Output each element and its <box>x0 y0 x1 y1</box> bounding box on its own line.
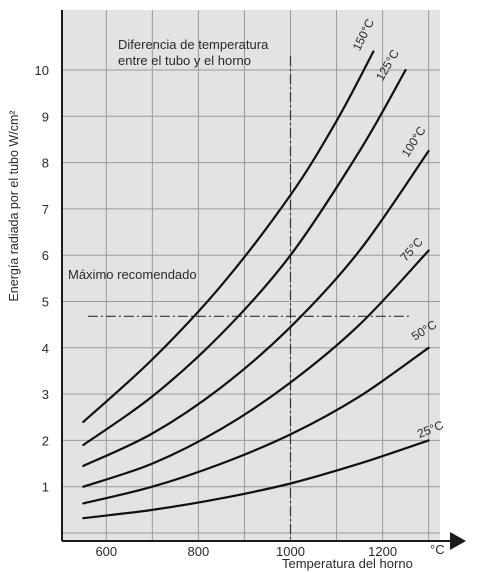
x-tick-label: 600 <box>95 544 117 559</box>
y-tick-label: 2 <box>42 433 49 448</box>
annotation-diff-line1: Diferencia de temperatura <box>118 37 269 52</box>
x-axis-unit: °C <box>430 542 445 557</box>
y-tick-label: 8 <box>42 156 49 171</box>
y-tick-label: 4 <box>42 341 49 356</box>
series-line-5 <box>82 68 407 447</box>
annotation-diff-line2: entre el tubo y el horno <box>118 53 251 68</box>
y-tick-label: 9 <box>42 109 49 124</box>
series-line-4 <box>82 149 430 467</box>
series-line-1 <box>82 439 430 520</box>
y-tick-label: 3 <box>42 387 49 402</box>
y-tick-label: 6 <box>42 248 49 263</box>
y-tick-label: 10 <box>35 63 49 78</box>
annotation-max-recommended: Máximo recomendado <box>68 267 197 282</box>
series-line-2 <box>82 346 430 505</box>
x-axis-label: Temperatura del horno <box>282 556 413 571</box>
y-tick-label: 5 <box>42 295 49 310</box>
y-tick-label: 1 <box>42 480 49 495</box>
grid <box>62 10 440 541</box>
series-line-3 <box>82 249 430 488</box>
series-line-6 <box>82 50 375 423</box>
x-axis-arrow <box>450 532 466 550</box>
x-tick-label: 1000 <box>276 544 305 559</box>
y-axis-label: Energía radiada por el tubo W/cm² <box>7 110 21 301</box>
axes <box>61 10 466 550</box>
tick-labels: 600 800 1000 1200 1 2 3 4 5 6 7 8 9 10 <box>35 63 398 559</box>
y-tick-label: 7 <box>42 202 49 217</box>
x-tick-label: 800 <box>188 544 210 559</box>
reference-lines <box>87 56 411 541</box>
x-tick-label: 1200 <box>368 544 397 559</box>
